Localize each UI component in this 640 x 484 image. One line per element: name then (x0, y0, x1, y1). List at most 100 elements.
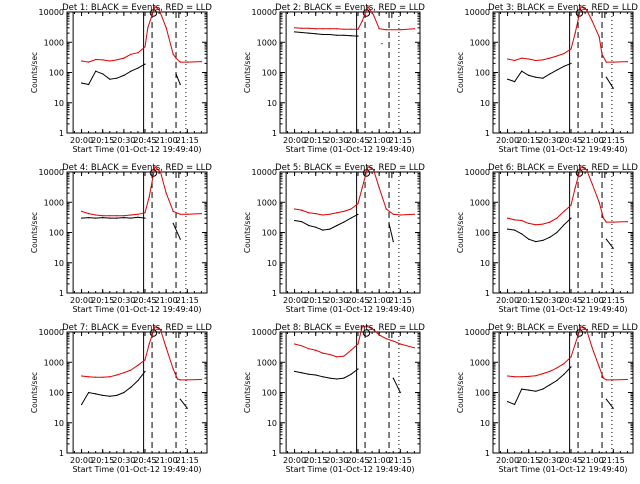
lld-point (322, 28, 324, 30)
events-point (95, 70, 97, 72)
events-point (336, 378, 338, 380)
events-point (528, 389, 530, 391)
events-point (535, 241, 537, 243)
events-point (144, 217, 146, 219)
series-events-line (81, 371, 188, 409)
y-tick-label: 1000 (470, 198, 490, 207)
lld-point (294, 208, 296, 210)
events-point (605, 76, 607, 78)
y-tick-label: 10000 (39, 168, 64, 177)
events-point (88, 217, 90, 219)
events-point (102, 394, 104, 396)
data-layer (294, 165, 415, 243)
lld-point (123, 215, 125, 217)
events-point (542, 388, 544, 390)
bracket-marker (604, 331, 612, 338)
lld-point (81, 375, 83, 377)
lld-point (357, 203, 359, 205)
lld-point (570, 48, 572, 50)
lld-point (385, 208, 387, 210)
y-tick-label: 1000 (257, 198, 277, 207)
lld-point (102, 59, 104, 61)
x-tick-label: 20:30 (325, 136, 348, 145)
peak-marker (362, 169, 371, 177)
events-point (81, 217, 83, 219)
events-point (186, 407, 188, 409)
lld-point (176, 378, 178, 380)
lld-point (591, 183, 593, 185)
y-tick-label: 100 (475, 389, 490, 398)
events-point (301, 372, 303, 374)
lld-point (147, 27, 149, 29)
lld-point (172, 53, 174, 55)
y-axis-label: Counts/sec (456, 212, 465, 253)
lld-point (186, 379, 188, 381)
x-tick-label: 21:00 (368, 296, 391, 305)
panel-det-7: 1 10 100 1000 10000 20:0020:1520:3020:4521:00… (30, 323, 212, 474)
lld-point (605, 221, 607, 223)
events-point (308, 32, 310, 34)
lld-point (329, 28, 331, 30)
y-tick-label: 10000 (465, 168, 490, 177)
bracket-marker (178, 331, 186, 338)
lld-point (172, 368, 174, 370)
lld-point (336, 212, 338, 214)
lld-point (322, 214, 324, 216)
data-layer (294, 5, 415, 44)
events-point (388, 222, 390, 224)
lld-point (385, 29, 387, 31)
lld-point (563, 53, 565, 55)
lld-point (626, 378, 629, 381)
lld-point (580, 166, 582, 168)
events-point (301, 221, 303, 223)
lld-point (200, 61, 202, 63)
x-tick-label: 20:45 (559, 296, 582, 305)
y-axis-label: Counts/sec (243, 212, 252, 253)
lld-point (154, 166, 156, 168)
y-tick-label: 1 (485, 449, 490, 458)
lld-point (413, 347, 415, 349)
events-point (514, 81, 516, 83)
events-point (521, 233, 523, 235)
lld-point (322, 352, 324, 354)
lld-point (158, 9, 160, 11)
y-tick-label: 100 (49, 229, 64, 238)
lld-point (154, 6, 156, 8)
lld-point (549, 57, 551, 59)
lld-point (399, 343, 401, 345)
lld-point (591, 20, 593, 22)
lld-point (612, 61, 614, 63)
lld-point (308, 212, 310, 214)
lld-point (88, 213, 90, 215)
lld-point (301, 27, 303, 29)
lld-point (585, 9, 588, 11)
events-point (556, 69, 558, 71)
lld-point (521, 219, 523, 222)
x-tick-label: 21:15 (389, 456, 412, 465)
events-point (315, 374, 317, 376)
lld-point (535, 59, 537, 62)
x-tick-label: 21:15 (176, 136, 199, 145)
events-point (343, 377, 345, 379)
series-events-line (81, 63, 181, 86)
events-point (294, 31, 296, 33)
y-tick-label: 1 (272, 289, 277, 298)
lld-point (361, 187, 363, 189)
lld-point (574, 343, 576, 345)
events-point (535, 390, 537, 392)
lld-point (95, 58, 97, 61)
lld-point (200, 213, 202, 215)
lld-point (116, 59, 118, 61)
peak-marker (362, 329, 371, 337)
y-tick-label: 10 (267, 259, 277, 268)
lld-point (137, 364, 139, 366)
lld-point (179, 379, 181, 381)
lld-point (343, 355, 345, 357)
panel-det-1: 1 10 100 1000 10000 20:0020:1520:3020:4521:00… (30, 3, 212, 154)
series-lld-line (81, 325, 202, 381)
events-point (322, 376, 324, 378)
x-tick-label: 20:00 (70, 456, 93, 465)
y-axis-label: Counts/sec (456, 52, 465, 93)
data-layer (81, 165, 202, 240)
